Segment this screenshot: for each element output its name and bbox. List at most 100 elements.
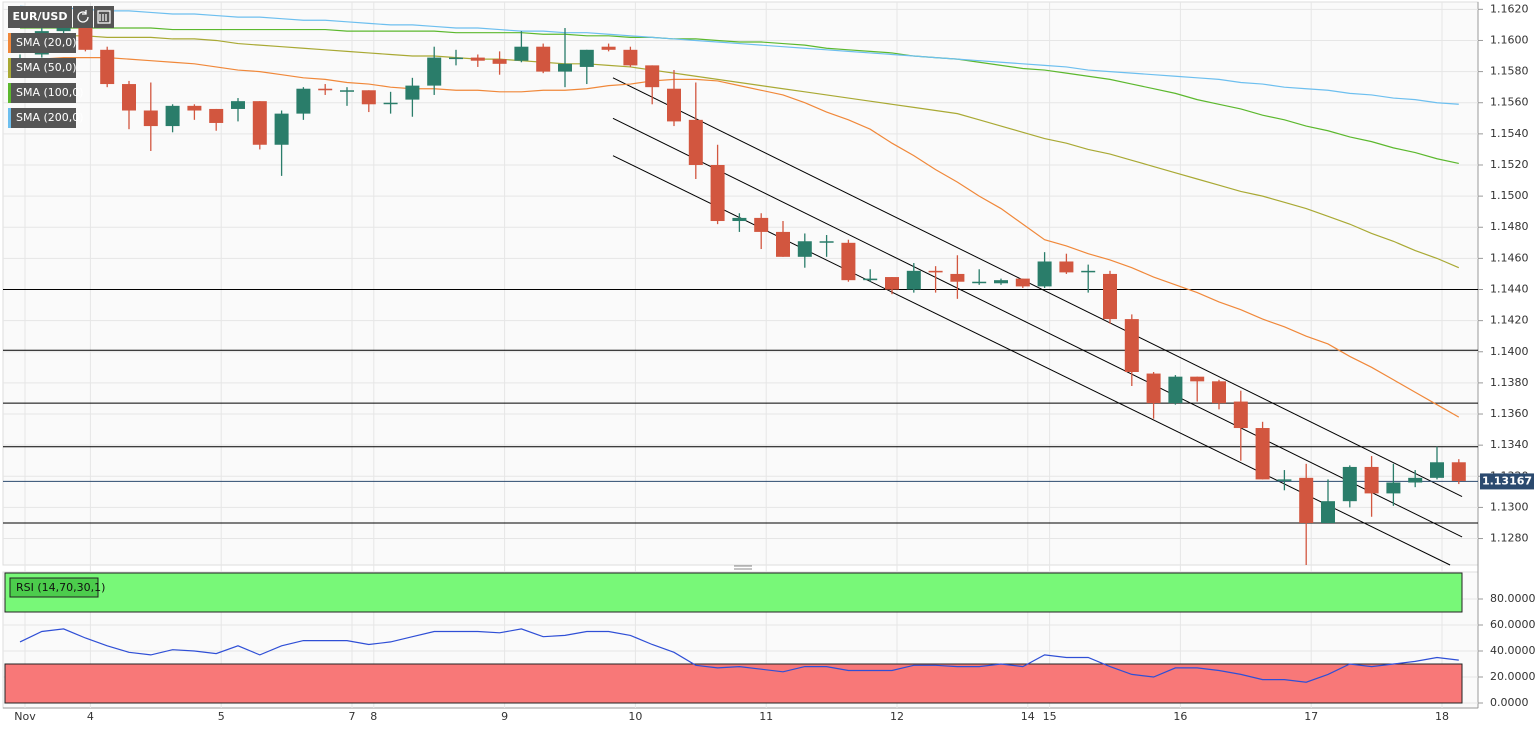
price-panel — [2, 1, 1479, 566]
x-tick-label: Nov — [14, 710, 36, 723]
legend-swatch — [8, 33, 11, 53]
x-tick-label: 17 — [1304, 710, 1318, 723]
candle-body — [1299, 477, 1314, 523]
legend-label: SMA (200,0) — [16, 111, 84, 124]
candle-body — [906, 270, 921, 290]
candle-body — [405, 85, 420, 100]
candle-body — [1124, 319, 1139, 372]
symbol-box[interactable] — [8, 6, 72, 28]
x-tick-label: 16 — [1173, 710, 1187, 723]
candle-body — [100, 49, 115, 85]
settings-icon — [97, 10, 111, 24]
x-tick-label: 5 — [218, 710, 225, 723]
legend-label: RSI (14,70,30,1) — [16, 581, 105, 594]
refresh-button[interactable] — [73, 6, 93, 28]
candle-body — [1190, 376, 1205, 382]
y-tick-label: 80.0000 — [1490, 592, 1536, 605]
candle-body — [383, 102, 398, 105]
candle-body — [950, 273, 965, 282]
x-tick-label: 8 — [370, 710, 377, 723]
refresh-icon — [77, 10, 89, 23]
y-tick-label: 1.1400 — [1490, 345, 1529, 358]
candle-body — [710, 164, 725, 222]
legend-box — [8, 83, 76, 103]
candle-body — [1146, 373, 1161, 404]
candle-body — [667, 88, 681, 122]
x-tick-label: 7 — [349, 710, 356, 723]
toolbar: EUR/USD — [8, 6, 114, 28]
y-tick-label: 1.1300 — [1490, 500, 1529, 513]
candle-body — [863, 278, 878, 281]
last-price-box — [1480, 473, 1534, 490]
y-tick-label: 20.0000 — [1490, 670, 1536, 683]
candle-body — [470, 57, 485, 61]
x-tick-label: 4 — [87, 710, 94, 723]
candle-body — [797, 241, 812, 257]
x-tick-label: 18 — [1435, 710, 1449, 723]
candle-body — [187, 105, 202, 111]
candle-body — [536, 46, 551, 72]
x-tick-label: 10 — [628, 710, 642, 723]
candle-body — [885, 277, 899, 290]
trend-line — [612, 77, 1463, 497]
settings-button[interactable] — [94, 6, 114, 28]
candle-body — [143, 110, 158, 127]
candle-body — [165, 105, 180, 127]
y-tick-label: 1.1560 — [1490, 96, 1529, 109]
candle-body — [514, 46, 529, 61]
candle-body — [340, 90, 354, 92]
candle-body — [1342, 466, 1357, 502]
sma-line — [20, 56, 1460, 418]
y-tick-label: 1.1600 — [1490, 33, 1529, 46]
candle-body — [231, 101, 245, 109]
candle-body — [274, 113, 289, 145]
legend-swatch — [8, 108, 11, 128]
legend-label: SMA (20,0) — [16, 36, 77, 49]
y-tick-label: 1.1540 — [1490, 127, 1529, 140]
y-tick-label: 60.0000 — [1490, 618, 1536, 631]
y-tick-label: 1.1360 — [1490, 407, 1529, 420]
y-tick-label: 1.1380 — [1490, 376, 1529, 389]
x-tick-label: 12 — [890, 710, 904, 723]
y-tick-label: 1.1440 — [1490, 283, 1529, 296]
last-price-label: 1.13167 — [1482, 474, 1532, 487]
candle-body — [492, 59, 507, 64]
y-tick-label: 40.0000 — [1490, 644, 1536, 657]
y-tick-label: 1.1500 — [1490, 189, 1529, 202]
sma-line — [19, 5, 1459, 105]
candle-body — [972, 281, 987, 284]
candle-body — [1015, 278, 1030, 287]
symbol-label: EUR/USD — [13, 10, 68, 23]
candle-body — [1037, 261, 1052, 287]
candle-body — [449, 57, 463, 60]
trend-line — [612, 117, 1463, 538]
candle-body — [209, 108, 224, 123]
candle-body — [601, 46, 616, 50]
candle-body — [427, 57, 442, 86]
candle-body — [819, 241, 834, 243]
legend-box — [8, 33, 76, 53]
candle-body — [252, 101, 267, 145]
candle-body — [688, 119, 703, 165]
y-tick-label: 1.1520 — [1490, 158, 1529, 171]
x-tick-label: 11 — [759, 710, 773, 723]
sma-line — [20, 27, 1459, 165]
rsi-line — [19, 628, 1459, 683]
y-tick-label: 1.1480 — [1490, 220, 1529, 233]
candle-body — [296, 88, 311, 114]
candle-body — [1212, 381, 1226, 404]
candle-body — [579, 49, 594, 67]
legend-swatch — [8, 83, 11, 103]
candle-body — [1408, 477, 1423, 483]
legend-box — [9, 577, 99, 598]
legend-label: SMA (50,0) — [16, 61, 77, 74]
candle-body — [1277, 479, 1292, 481]
y-tick-label: 1.1580 — [1490, 65, 1529, 78]
candle-body — [1233, 401, 1248, 429]
front-layer: 1.1620 1.1600 1.1580 1.1560 1.1540 1.1520 1.15… — [8, 2, 1536, 723]
candle-body — [732, 217, 747, 222]
sma-line — [19, 33, 1460, 269]
legend-box — [8, 108, 76, 128]
